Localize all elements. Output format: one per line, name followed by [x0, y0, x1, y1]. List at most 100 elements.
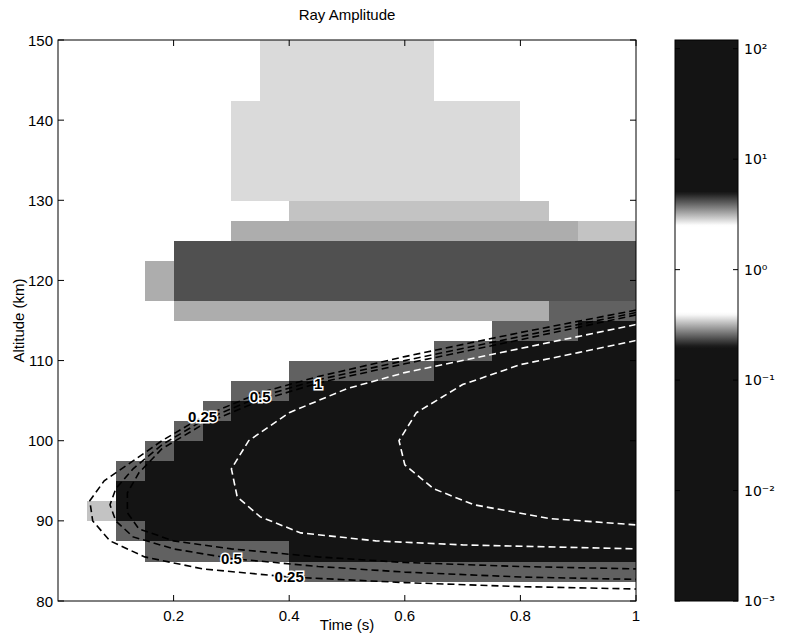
- heat-cell: [376, 321, 406, 342]
- y-tick-label: 150: [28, 32, 53, 49]
- heat-cell: [492, 100, 522, 121]
- y-tick: [630, 200, 636, 201]
- heat-cell: [203, 120, 233, 141]
- heat-cell: [145, 321, 175, 342]
- heat-cell: [376, 60, 406, 81]
- colorbar-tick: [733, 269, 738, 270]
- heat-cell: [549, 120, 579, 141]
- heat-cell: [463, 260, 493, 281]
- y-tick: [58, 440, 64, 441]
- heat-cell: [463, 140, 493, 161]
- heat-cell: [520, 200, 550, 221]
- heat-cell: [376, 501, 406, 522]
- heat-cell: [58, 80, 88, 101]
- heat-cell: [318, 581, 348, 601]
- heat-cell: [289, 461, 319, 482]
- heat-cell: [260, 40, 290, 61]
- heat-cell: [116, 60, 146, 81]
- heat-cell: [260, 501, 290, 522]
- x-axis-title: Time (s): [320, 616, 374, 633]
- plot-marks: [58, 40, 636, 601]
- heat-cell: [492, 300, 522, 321]
- heat-cell: [463, 501, 493, 522]
- heat-cell: [578, 581, 608, 601]
- heat-cell: [607, 461, 636, 482]
- heat-cell: [174, 80, 204, 101]
- heat-cell: [549, 60, 579, 81]
- heat-cell: [58, 541, 88, 562]
- heat-cell: [231, 501, 261, 522]
- heat-cell: [607, 441, 636, 462]
- heat-cell: [607, 140, 636, 161]
- heat-cell: [145, 60, 175, 81]
- heat-cell: [549, 280, 579, 301]
- heat-cell: [520, 60, 550, 81]
- heat-cell: [549, 441, 579, 462]
- heat-cell: [376, 180, 406, 201]
- heat-cell: [607, 260, 636, 281]
- heat-cell: [145, 361, 175, 382]
- heat-cell: [434, 220, 464, 241]
- heat-cell: [607, 501, 636, 522]
- heat-cell: [231, 180, 261, 201]
- heat-cell: [520, 180, 550, 201]
- heat-cell: [174, 501, 204, 522]
- heat-cell: [145, 280, 175, 301]
- heat-cell: [58, 501, 88, 522]
- heat-cell: [116, 80, 146, 101]
- heat-cell: [376, 200, 406, 221]
- colorbar-tick: [675, 601, 680, 602]
- heat-cell: [58, 280, 88, 301]
- heat-cell: [58, 180, 88, 201]
- heat-cell: [347, 421, 377, 442]
- heat-cell: [289, 240, 319, 261]
- heat-cell: [318, 100, 348, 121]
- heat-cell: [549, 140, 579, 161]
- colorbar-tick-label: 10⁻¹: [744, 372, 775, 388]
- heat-cell: [289, 80, 319, 101]
- heat-cell: [434, 240, 464, 261]
- heat-cell: [347, 240, 377, 261]
- heat-cell: [463, 300, 493, 321]
- heat-cell: [578, 521, 608, 542]
- heat-cell: [578, 140, 608, 161]
- heat-cell: [174, 220, 204, 241]
- heat-cell: [145, 501, 175, 522]
- heat-cell: [174, 381, 204, 402]
- heat-cell: [87, 341, 117, 362]
- heat-cell: [347, 80, 377, 101]
- heat-cell: [260, 100, 290, 121]
- x-tick-label: 0.4: [279, 607, 300, 624]
- heat-cell: [116, 240, 146, 261]
- heat-cell: [145, 260, 175, 281]
- heat-cell: [405, 381, 435, 402]
- heat-cell: [376, 421, 406, 442]
- heat-cell: [492, 501, 522, 522]
- heat-cell: [260, 80, 290, 101]
- x-tick: [636, 595, 637, 601]
- heat-cell: [607, 180, 636, 201]
- heat-cell: [520, 461, 550, 482]
- heat-cell: [58, 100, 88, 121]
- heat-cell: [463, 381, 493, 402]
- heat-cell: [347, 401, 377, 422]
- heat-cell: [347, 260, 377, 281]
- heat-cell: [289, 60, 319, 81]
- heat-cell: [318, 421, 348, 442]
- y-tick: [630, 520, 636, 521]
- heat-cell: [434, 461, 464, 482]
- heat-cell: [174, 180, 204, 201]
- heat-cell: [463, 120, 493, 141]
- x-tick: [289, 595, 290, 601]
- heat-cell: [318, 40, 348, 61]
- heat-cell: [145, 120, 175, 141]
- heat-cell: [578, 260, 608, 281]
- heat-cell: [116, 180, 146, 201]
- y-tick-label: 110: [29, 352, 53, 369]
- heat-cell: [203, 501, 233, 522]
- heat-cell: [607, 561, 636, 582]
- heat-cell: [145, 300, 175, 321]
- colorbar: [675, 40, 738, 601]
- heat-cell: [116, 401, 146, 422]
- heat-cell: [520, 220, 550, 241]
